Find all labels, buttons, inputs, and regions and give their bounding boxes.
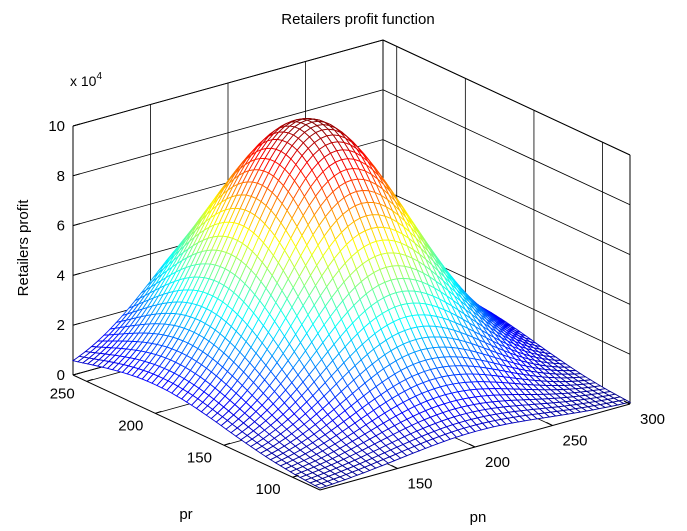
mesh-cell bbox=[313, 483, 328, 489]
z-tick bbox=[72, 322, 81, 326]
z-exponent-label: x 104 bbox=[70, 71, 102, 89]
y-tick bbox=[223, 442, 231, 446]
x-tick-label: 200 bbox=[485, 454, 510, 471]
z-axis-label: Retailers profit bbox=[15, 199, 32, 297]
y-tick-label: 200 bbox=[118, 417, 143, 434]
z-tick bbox=[72, 272, 81, 276]
x-tick bbox=[546, 422, 553, 426]
z-tick-label: 0 bbox=[57, 367, 65, 384]
z-tick bbox=[72, 173, 81, 177]
box-edge bbox=[72, 39, 384, 127]
z-exponent-power: 4 bbox=[96, 71, 102, 82]
x-tick bbox=[391, 465, 398, 469]
x-tick-label: 250 bbox=[563, 433, 588, 450]
z-tick-label: 2 bbox=[57, 317, 65, 334]
x-tick-label: 150 bbox=[408, 476, 433, 493]
z-tick-label: 10 bbox=[48, 118, 65, 135]
z-tick-label: 8 bbox=[57, 168, 65, 185]
x-tick bbox=[468, 443, 476, 448]
z-tick bbox=[72, 223, 81, 227]
y-axis-label: pr bbox=[179, 506, 192, 523]
surface-mesh bbox=[71, 117, 632, 489]
x-tick bbox=[623, 400, 631, 405]
y-tick bbox=[155, 410, 162, 414]
z-tick-label: 4 bbox=[57, 267, 65, 284]
y-tick-label: 150 bbox=[187, 449, 212, 466]
z-tick bbox=[72, 123, 81, 127]
grid-line bbox=[382, 189, 631, 305]
y-tick-label: 100 bbox=[256, 481, 281, 498]
z-exponent-base: x 10 bbox=[70, 73, 97, 89]
box-edge bbox=[72, 374, 321, 491]
x-tick-label: 300 bbox=[640, 411, 665, 428]
z-tick bbox=[72, 372, 81, 376]
box-edge bbox=[382, 39, 631, 156]
y-tick-label: 250 bbox=[50, 385, 75, 402]
grid-line bbox=[382, 89, 631, 206]
chart-title: Retailers profit function bbox=[281, 11, 434, 28]
z-tick-label: 6 bbox=[57, 218, 65, 235]
x-axis-label: pn bbox=[470, 509, 487, 526]
grid-line bbox=[72, 89, 384, 177]
tick-marks bbox=[72, 123, 631, 478]
y-tick bbox=[292, 474, 299, 478]
axis-labels: 0 2 4 6 8 10 100 150 200 250 150 200 250 300 bbox=[48, 118, 665, 498]
y-tick bbox=[86, 378, 93, 382]
grid-line bbox=[382, 139, 631, 255]
